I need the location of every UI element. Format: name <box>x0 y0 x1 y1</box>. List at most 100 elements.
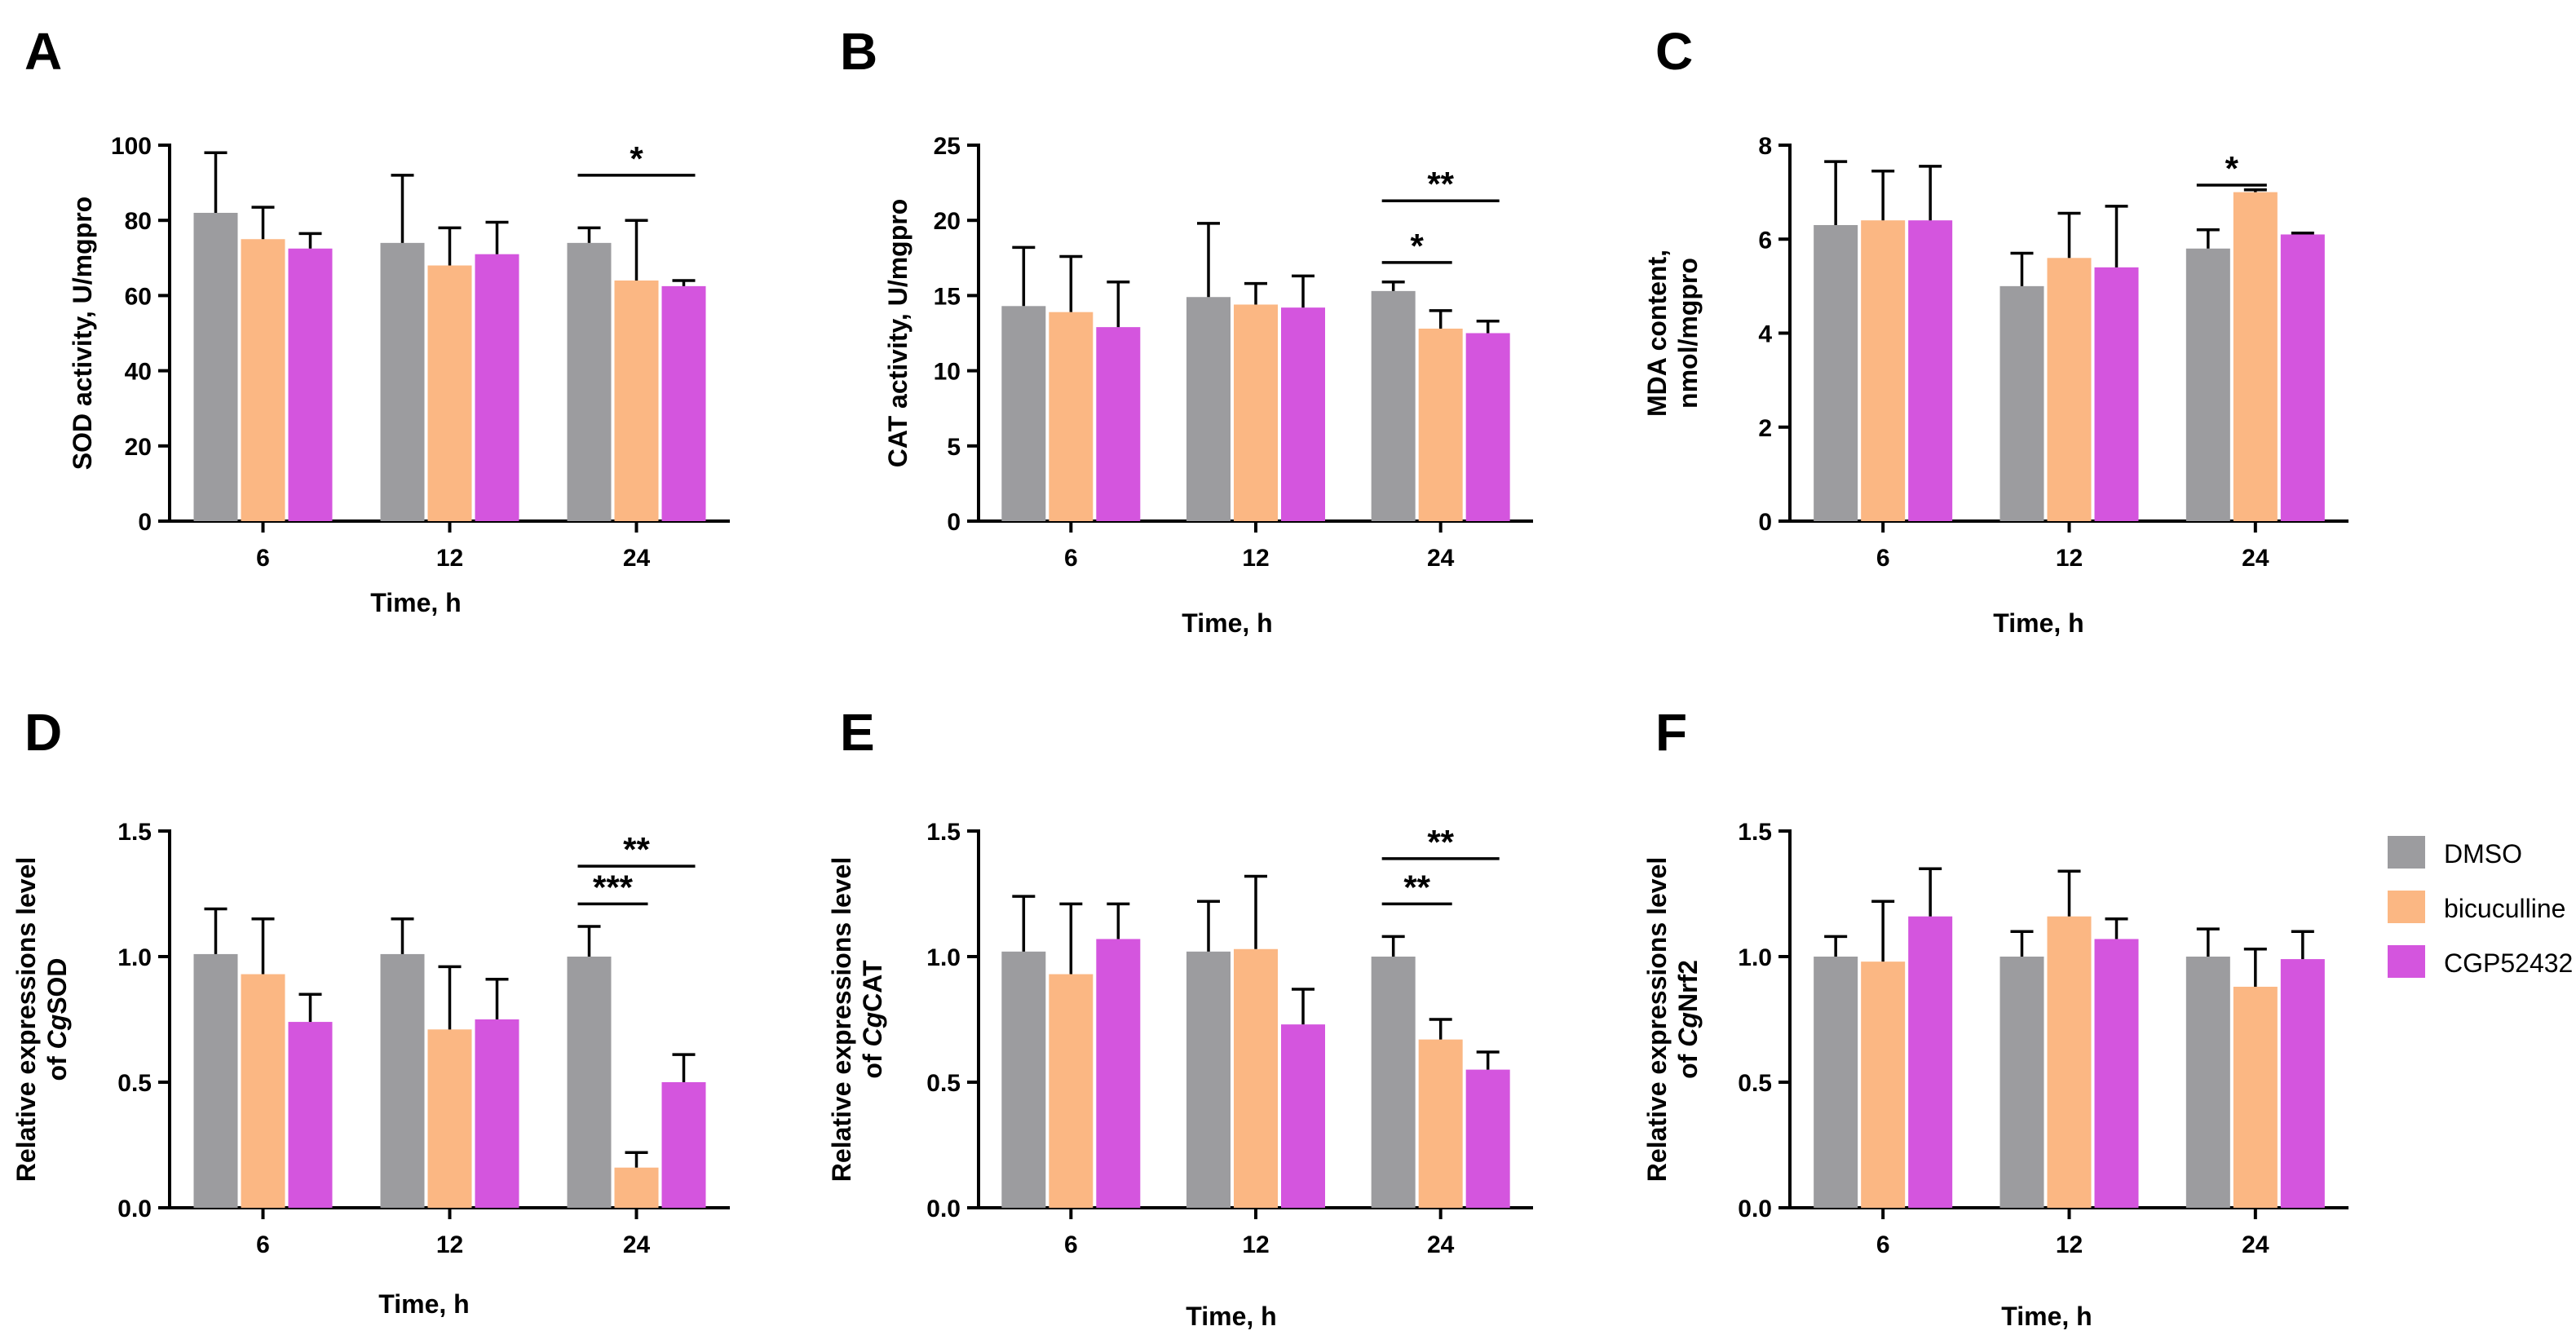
x-axis-title-b: Time, h <box>1182 608 1272 638</box>
y-axis-title-run-d-1-0: of <box>42 1049 72 1081</box>
bar-c-cgp52432-6 <box>1908 220 1953 521</box>
x-tick-label-c-12: 12 <box>2056 545 2083 572</box>
y-axis-title-run-e-1-1: Cg <box>858 1012 887 1047</box>
y-axis-title-line-c-0: MDA content, <box>1642 250 1672 417</box>
y-tick-label-e-0-5: 0.5 <box>926 1070 961 1097</box>
bar-c-bicuculline-24 <box>2233 192 2278 521</box>
bar-a-cgp52432-12 <box>475 254 519 521</box>
bar-c-dmso-6 <box>1814 224 1858 521</box>
y-tick-label-c-6: 6 <box>1758 227 1772 254</box>
bar-f-cgp52432-6 <box>1908 916 1953 1208</box>
bar-e-cgp52432-24 <box>1465 1069 1510 1208</box>
legend-swatch-cgp52432 <box>2388 945 2425 978</box>
x-tick-label-c-6: 6 <box>1876 545 1890 572</box>
bar-e-bicuculline-6 <box>1049 974 1094 1208</box>
bar-d-cgp52432-12 <box>475 1019 519 1208</box>
bar-d-dmso-6 <box>193 953 238 1208</box>
y-axis-title-e: Relative expressions levelof CgCAT <box>827 857 887 1182</box>
bar-f-cgp52432-12 <box>2094 939 2139 1208</box>
x-tick-label-e-6: 6 <box>1064 1231 1078 1258</box>
y-tick-label-e-1-5: 1.5 <box>926 819 961 846</box>
bar-e-dmso-6 <box>1001 951 1046 1208</box>
bar-f-bicuculline-24 <box>2233 986 2278 1208</box>
bar-a-cgp52432-24 <box>661 285 706 521</box>
y-axis-title-line-f-1: of CgNrf2 <box>1673 960 1703 1079</box>
x-axis-title-c: Time, h <box>1993 608 2083 638</box>
legend-swatch-bicuculline <box>2388 891 2425 923</box>
legend-label-cgp52432: CGP52432 <box>2444 948 2573 978</box>
y-axis-title-a: SOD activity, U/mgpro <box>68 197 97 470</box>
x-tick-label-d-6: 6 <box>256 1231 270 1258</box>
legend-swatch-dmso <box>2388 836 2425 869</box>
y-tick-label-e-1-0: 1.0 <box>926 944 961 971</box>
y-axis-title-b: CAT activity, U/mgpro <box>883 199 912 468</box>
y-axis-title-run-a-0-0: SOD activity, U/mgpro <box>68 197 97 470</box>
y-tick-label-f-1-0: 1.0 <box>1738 944 1772 971</box>
y-axis-title-d: Relative expressions levelof CgSOD <box>11 857 72 1182</box>
y-tick-label-d-0-0: 0.0 <box>117 1196 152 1222</box>
panel-letter-f: F <box>1655 703 1687 762</box>
y-tick-label-c-0: 0 <box>1758 509 1772 536</box>
y-axis-title-run-f-1-1: Cg <box>1673 1012 1703 1047</box>
x-tick-label-b-24: 24 <box>1427 545 1455 572</box>
bar-c-dmso-24 <box>2185 248 2230 521</box>
bar-d-dmso-12 <box>380 953 425 1208</box>
y-tick-label-a-20: 20 <box>125 434 152 461</box>
bar-a-bicuculline-24 <box>614 280 659 521</box>
x-tick-label-a-6: 6 <box>256 545 270 572</box>
bar-a-dmso-24 <box>567 242 612 521</box>
significance-label-a-0: * <box>630 139 643 178</box>
bar-a-dmso-12 <box>380 242 425 521</box>
y-axis-title-run-c-1-0: nmol/mgpro <box>1673 258 1703 409</box>
significance-label-d-1: ** <box>623 830 650 869</box>
y-axis-title-run-b-0-0: CAT activity, U/mgpro <box>883 199 912 468</box>
x-tick-label-f-24: 24 <box>2242 1231 2269 1258</box>
significance-label-e-1: ** <box>1427 823 1454 861</box>
y-axis-title-line-e-1: of CgCAT <box>858 960 887 1079</box>
bar-d-bicuculline-24 <box>614 1167 659 1208</box>
bar-b-bicuculline-24 <box>1418 328 1463 521</box>
y-tick-label-c-4: 4 <box>1758 321 1772 348</box>
bar-d-dmso-24 <box>567 957 612 1208</box>
significance-label-e-0: ** <box>1403 868 1430 906</box>
y-axis-title-run-e-1-2: CAT <box>858 960 887 1012</box>
bar-c-bicuculline-6 <box>1861 220 1906 521</box>
x-tick-label-b-12: 12 <box>1242 545 1269 572</box>
bar-b-cgp52432-6 <box>1096 327 1141 521</box>
y-tick-label-d-1-5: 1.5 <box>117 819 152 846</box>
legend: DMSO bicuculline CGP52432 <box>2388 836 2573 978</box>
x-tick-label-c-24: 24 <box>2242 545 2269 572</box>
y-axis-title-run-d-0-0: Relative expressions level <box>11 857 41 1182</box>
bar-c-cgp52432-12 <box>2094 267 2139 521</box>
y-tick-label-a-0: 0 <box>138 509 152 536</box>
panel-letter-e: E <box>840 703 875 762</box>
y-axis-title-run-f-1-2: Nrf2 <box>1673 960 1703 1012</box>
y-axis-title-line-c-1: nmol/mgpro <box>1673 258 1703 409</box>
bar-b-dmso-24 <box>1371 290 1416 521</box>
y-tick-label-a-80: 80 <box>125 208 152 235</box>
bar-c-dmso-12 <box>1999 285 2044 521</box>
bar-a-cgp52432-6 <box>288 248 333 521</box>
y-axis-title-run-d-1-1: Cg <box>42 1015 72 1050</box>
x-axis-title-f: Time, h <box>2001 1302 2092 1331</box>
y-tick-label-f-1-5: 1.5 <box>1738 819 1772 846</box>
bar-c-bicuculline-12 <box>2047 258 2092 521</box>
y-tick-label-b-15: 15 <box>934 283 961 310</box>
x-axis-title-e: Time, h <box>1186 1302 1276 1331</box>
y-tick-label-d-1-0: 1.0 <box>117 944 152 971</box>
y-tick-label-e-0-0: 0.0 <box>926 1196 961 1222</box>
bar-b-cgp52432-12 <box>1281 307 1325 521</box>
bar-f-bicuculline-6 <box>1861 961 1906 1208</box>
x-tick-label-d-12: 12 <box>436 1231 463 1258</box>
x-axis-title-a: Time, h <box>370 588 461 617</box>
y-axis-title-run-f-0-0: Relative expressions level <box>1642 857 1672 1182</box>
panel-b: B 0 5 10 15 20 25 6 12 24 *** Time, h CAT activity,… <box>840 22 1533 638</box>
y-tick-label-a-60: 60 <box>125 283 152 310</box>
x-tick-label-b-6: 6 <box>1064 545 1078 572</box>
y-axis-title-line-f-0: Relative expressions level <box>1642 857 1672 1182</box>
panel-letter-a: A <box>24 22 62 81</box>
y-axis-title-line-a-0: SOD activity, U/mgpro <box>68 197 97 470</box>
bar-e-cgp52432-6 <box>1096 939 1141 1208</box>
panel-f: F 0.0 0.5 1.0 1.5 6 12 24 Time, h Relative expre… <box>1642 703 2348 1331</box>
